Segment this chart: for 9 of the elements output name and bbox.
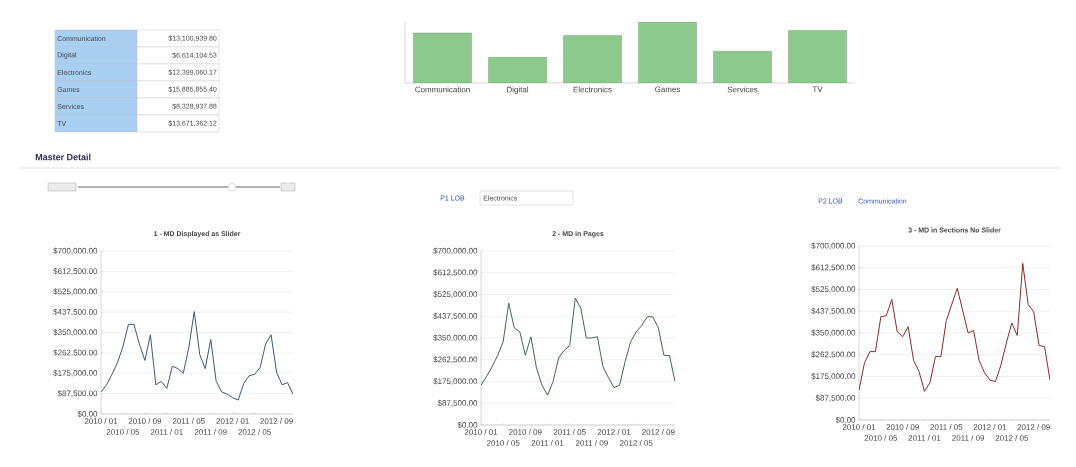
line-series: [101, 311, 294, 401]
line-series: [481, 297, 676, 396]
bar: [413, 32, 472, 83]
bar: [713, 51, 772, 83]
text: Master Detail: [35, 153, 91, 161]
bar: [788, 30, 847, 83]
bar: [488, 57, 547, 83]
bar: [563, 35, 622, 83]
bar: [638, 21, 697, 83]
